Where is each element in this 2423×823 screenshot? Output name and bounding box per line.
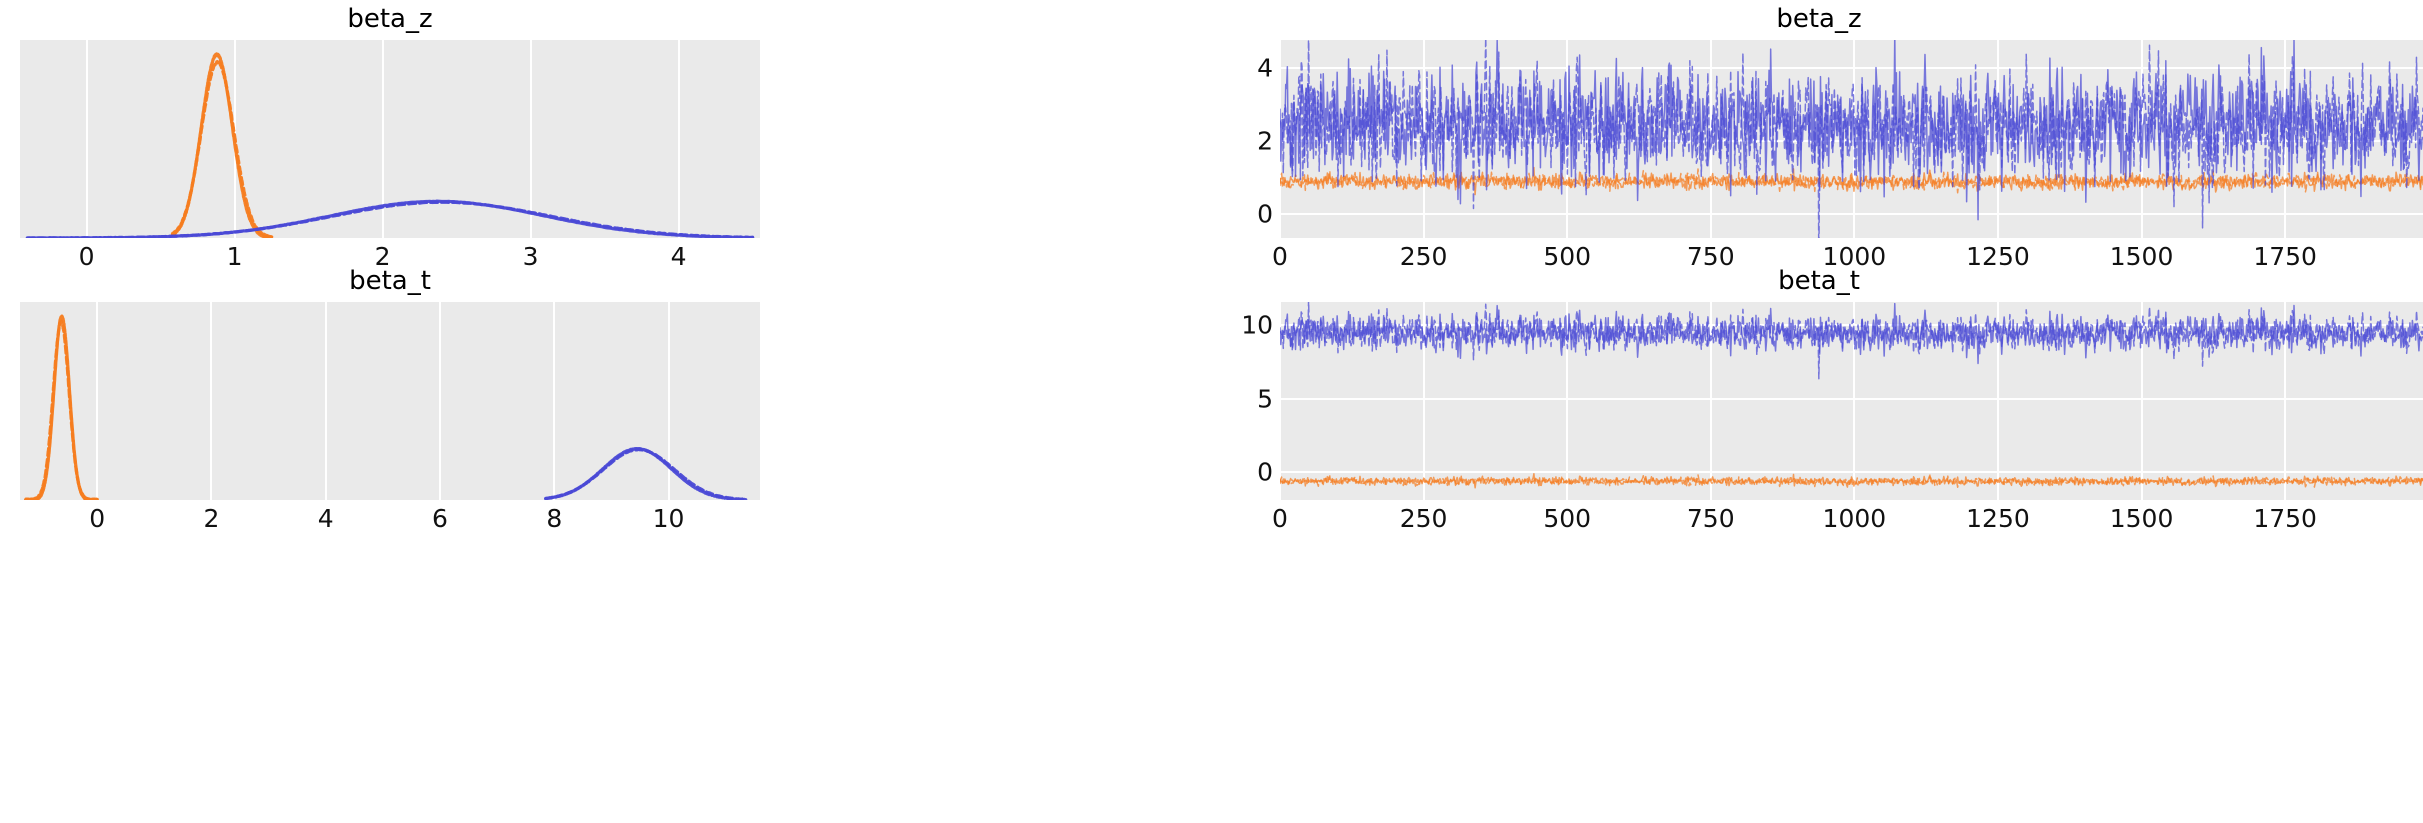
x-tick-label: 1500 [2109, 242, 2174, 271]
series-line [1280, 40, 2423, 238]
series-line [544, 446, 748, 500]
gridline-vertical [2284, 40, 2287, 238]
panel-beta-z-density: beta_z 0 1 2 3 4 [0, 0, 780, 271]
gridline-horizontal [1280, 397, 2423, 400]
axes-beta-t-density [20, 302, 760, 500]
plot-lines [25, 52, 755, 238]
axes-beta-z-density [20, 40, 760, 238]
panel-title-beta-t-density: beta_t [349, 266, 431, 296]
y-tick-label: 5 [1257, 384, 1273, 414]
gridline-vertical [677, 40, 680, 238]
xaxis-ticklabels-beta-t-trace: 0 250 500 750 1000 1250 1500 1750 [1272, 504, 2423, 538]
series-line [24, 319, 99, 500]
gridline-vertical [529, 40, 532, 238]
gridline-vertical [1996, 302, 1999, 500]
gridline-vertical [96, 302, 99, 500]
x-tick-label: 0 [78, 242, 95, 271]
gridline-vertical [439, 302, 441, 500]
xaxis-ticklabels-beta-z-trace: 0 250 500 750 1000 1250 1500 1750 [1272, 242, 2423, 276]
x-tick-label: 0 [89, 504, 106, 533]
axes-beta-t-trace [1280, 302, 2423, 500]
x-tick-label: 250 [1399, 504, 1448, 533]
gridline-vertical [2284, 302, 2287, 500]
series-line [1280, 474, 2423, 488]
x-tick-label: 1500 [2109, 504, 2174, 533]
series-line [1280, 302, 2423, 365]
x-tick-label: 6 [432, 504, 448, 533]
gridline-horizontal [1280, 324, 2423, 327]
gridline-horizontal [1280, 66, 2423, 69]
panel-title-beta-t-trace: beta_t [1778, 266, 1860, 296]
x-tick-label: 4 [670, 242, 687, 271]
gridline-vertical [1566, 302, 1569, 500]
x-tick-label: 4 [317, 504, 334, 533]
gridline-vertical [2140, 302, 2143, 500]
plot-lines [24, 314, 748, 500]
axes-beta-z-trace [1280, 40, 2423, 238]
x-tick-label: 1750 [2253, 504, 2317, 533]
gridline-vertical [210, 302, 213, 500]
series-line [1280, 40, 2423, 221]
x-tick-label: 10 [652, 504, 685, 533]
y-tick-label: 0 [1257, 199, 1273, 229]
gridline-vertical [1709, 302, 1712, 500]
x-tick-label: 1000 [1822, 242, 1887, 271]
gridline-vertical [667, 302, 670, 500]
x-tick-label: 1 [226, 242, 243, 271]
gridline-vertical [381, 40, 384, 238]
panel-title-beta-z-density: beta_z [347, 4, 433, 34]
gridline-vertical [85, 40, 88, 238]
x-tick-label: 1750 [2253, 242, 2317, 271]
gridline-horizontal [1280, 471, 2423, 474]
x-tick-label: 3 [522, 242, 539, 271]
x-tick-label: 0 [1272, 242, 1288, 271]
gridline-vertical [1853, 302, 1856, 500]
series-line [544, 447, 748, 500]
gridline-vertical [1280, 302, 1281, 500]
x-tick-label: 1000 [1822, 504, 1887, 533]
y-tick-label: 2 [1257, 126, 1273, 156]
series-line [25, 200, 755, 238]
x-tick-label: 8 [546, 504, 563, 533]
x-tick-label: 500 [1543, 242, 1592, 271]
series-line [1280, 168, 2423, 194]
gridline-horizontal [1280, 213, 2423, 216]
series-line [170, 59, 274, 238]
yaxis-ticklabels-beta-t-trace: 0 5 10 [1215, 302, 1273, 500]
gridline-vertical [553, 302, 556, 500]
series-line [24, 314, 99, 500]
panel-beta-t-trace: beta_t 0 5 10 0 250 500 750 1000 1250 1500 1750 [1215, 262, 2423, 537]
x-tick-label: 750 [1686, 242, 1735, 271]
plot-lines [1280, 40, 2423, 238]
y-tick-label: 4 [1257, 53, 1273, 82]
gridline-vertical [324, 302, 327, 500]
x-tick-label: 250 [1399, 242, 1448, 271]
panel-title-beta-z-trace: beta_z [1776, 4, 1862, 34]
xaxis-ticklabels-beta-t-density: 0 2 4 6 8 10 [20, 504, 760, 538]
y-tick-label: 0 [1257, 457, 1273, 487]
yaxis-ticklabels-beta-z-trace: 0 2 4 [1215, 40, 1273, 238]
x-tick-label: 500 [1543, 504, 1592, 533]
y-tick-label: 10 [1241, 310, 1273, 340]
panel-beta-z-trace: beta_z 0 2 4 0 250 500 750 1000 1250 1500 1750 [1215, 0, 2423, 271]
x-tick-label: 1250 [1966, 504, 2030, 533]
x-tick-label: 0 [1272, 504, 1288, 533]
gridline-vertical [1709, 40, 1712, 238]
x-tick-label: 750 [1686, 504, 1735, 533]
x-tick-label: 1250 [1966, 242, 2030, 271]
plot-lines [1280, 302, 2423, 489]
xaxis-ticklabels-beta-z-density: 0 1 2 3 4 [20, 242, 760, 276]
gridline-vertical [1422, 302, 1425, 500]
x-tick-label: 2 [203, 504, 220, 533]
panel-beta-t-density: beta_t 0 2 4 6 8 10 [0, 262, 780, 537]
series-line [1280, 302, 2423, 380]
x-tick-label: 2 [374, 242, 391, 271]
